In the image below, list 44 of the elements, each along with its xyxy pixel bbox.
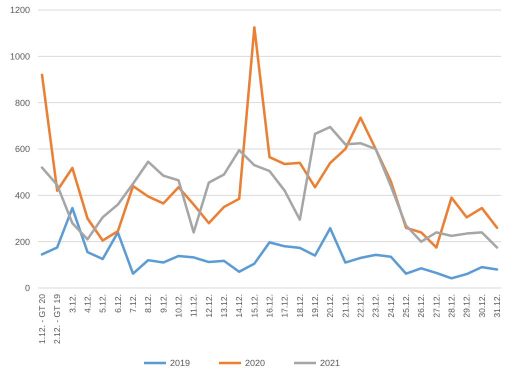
x-tick-label: 16.12. [264, 294, 274, 318]
x-tick-label: 15.12. [249, 294, 260, 318]
legend-label: 2020 [245, 358, 266, 368]
line-series [40, 206, 498, 280]
x-tick-label: 25.12. [401, 294, 411, 318]
x-tick-label: 18.12. [294, 294, 305, 318]
x-tick-label: 4.12. [82, 294, 92, 313]
x-tick-label: 26.12. [416, 294, 426, 318]
x-tick-label: 1.12. - GT 20 [37, 294, 47, 344]
x-tick-label: 12.12. [204, 294, 214, 318]
x-tick-label: 24.12. [386, 294, 396, 318]
y-tick-label: 400 [14, 190, 30, 200]
x-tick-label: 21.12. [340, 294, 350, 318]
y-tick-label: 1000 [10, 51, 30, 62]
x-tick-label: 13.12. [219, 294, 229, 318]
x-tick-label: 31.12. [492, 294, 502, 318]
x-tick-label: 9.12. [158, 294, 168, 313]
line-series [40, 126, 498, 249]
x-tick-label: 10.12. [174, 294, 184, 318]
x-tick-label: 3.12. [67, 294, 78, 313]
x-tick-label: 23.12. [370, 294, 381, 318]
y-tick-label: 800 [14, 98, 30, 108]
y-tick-label: 200 [14, 236, 30, 247]
x-tick-label: 28.12. [446, 294, 456, 318]
x-tick-label: 20.12. [325, 294, 336, 318]
legend-label: 2019 [170, 358, 190, 368]
x-tick-label: 8.12. [143, 294, 154, 313]
x-tick-label: 11.12. [188, 294, 199, 318]
y-tick-label: 1200 [10, 5, 30, 16]
line-series [40, 26, 498, 249]
x-tick-label: 2.12. - GT 19 [52, 294, 62, 344]
x-tick-label: 7.12. [128, 294, 138, 313]
x-tick-label: 19.12. [310, 294, 320, 318]
x-tick-label: 29.12. [462, 294, 472, 318]
x-tick-label: 5.12. [98, 294, 108, 313]
x-tick-label: 17.12. [280, 294, 290, 318]
legend-label: 2021 [320, 358, 340, 368]
x-tick-label: 30.12. [476, 294, 487, 318]
x-tick-label: 22.12. [356, 294, 366, 318]
x-tick-label: 6.12. [112, 294, 123, 313]
x-tick-label: 27.12. [431, 294, 442, 318]
x-tick-label: 14.12. [234, 294, 244, 318]
y-tick-label: 600 [14, 144, 30, 154]
y-tick-label: 0 [24, 283, 30, 294]
